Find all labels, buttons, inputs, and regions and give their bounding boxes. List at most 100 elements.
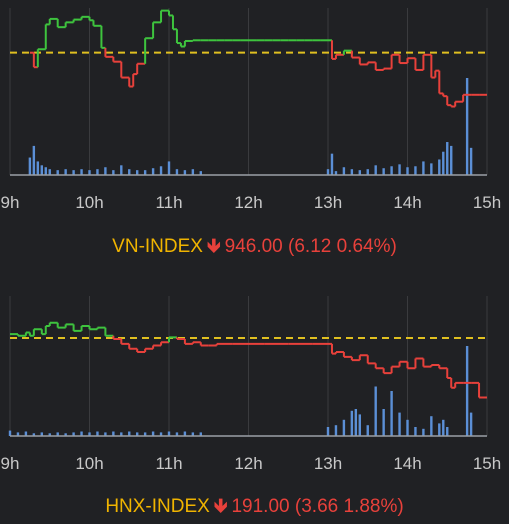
vn-volume-bar (382, 168, 385, 175)
vn-volume-bar (446, 142, 449, 175)
vn-volume-bar (120, 165, 123, 175)
vn-volume-bar (199, 171, 202, 175)
vn-x-axis: 9h 10h 11h 12h 13h 14h 15h (1, 174, 501, 212)
vn-volume-bar (28, 157, 32, 175)
vn-volume-bar (191, 169, 195, 175)
hnx-volume-bar (136, 432, 139, 436)
vn-volume-bar (330, 153, 334, 175)
vn-volume-bar (350, 169, 354, 175)
vn-volume-bar (398, 164, 401, 175)
vn-volume-bar (465, 78, 469, 175)
vn-index-value: 946.00 (224, 236, 283, 257)
vn-x-tick-label: 10h (75, 193, 103, 212)
hnx-volume-bar (199, 432, 202, 436)
vn-volume-bar (32, 145, 36, 175)
vn-price-line (29, 9, 487, 108)
hnx-volume-bar (32, 433, 36, 436)
hnx-volume-bar (430, 416, 433, 436)
hnx-x-tick-label: 13h (314, 454, 342, 473)
hnx-volume-bar (167, 431, 171, 436)
vn-volume-bar (64, 169, 67, 175)
hnx-volume-bar (175, 432, 179, 436)
vn-x-tick-label: 9h (1, 193, 20, 212)
vn-volume-bar (414, 166, 417, 175)
hnx-volume-bar (414, 427, 417, 436)
hnx-volume-bar (16, 432, 20, 436)
hnx-volume-bar (469, 412, 473, 436)
hnx-volume-bar (112, 431, 115, 436)
down-arrow-icon: 🡻 (206, 236, 221, 257)
vn-volume-bar (469, 147, 473, 175)
hnx-x-axis: 9h 10h 11h 12h 13h 14h 15h (1, 435, 501, 473)
hnx-volume-bar (56, 432, 59, 436)
down-arrow-icon: 🡻 (213, 496, 228, 517)
vn-x-tick-label: 12h (234, 193, 262, 212)
hnx-x-tick-label: 11h (155, 454, 182, 473)
hnx-volume-bars (8, 346, 473, 436)
hnx-volume-bar (382, 409, 385, 436)
hnx-volume-bar (406, 419, 409, 436)
vn-volume-bar (175, 169, 179, 175)
vn-volume-bar (358, 170, 361, 175)
vn-volume-bar (96, 169, 99, 175)
hnx-volume-bar (104, 432, 107, 436)
hnx-volume-bar (120, 432, 123, 436)
hnx-volume-bar (465, 346, 469, 436)
hnx-x-tick-label: 12h (234, 454, 262, 473)
vn-volume-bar (104, 167, 107, 175)
vn-volume-bar (406, 167, 409, 175)
hnx-volume-bar (151, 431, 155, 436)
vn-volume-bar (374, 165, 377, 175)
vn-volume-bar (390, 166, 393, 175)
vn-volume-bar (151, 168, 155, 175)
hnx-x-tick-label: 10h (75, 454, 103, 473)
hnx-x-tick-label: 15h (473, 454, 501, 473)
hnx-index-value: 191.00 (231, 496, 290, 517)
vn-x-tick-label: 14h (393, 193, 421, 212)
vn-volume-bar (36, 161, 40, 175)
hnx-volume-bar (24, 431, 28, 436)
hnx-volume-bar (438, 423, 441, 436)
hnx-volume-bar (342, 419, 346, 436)
hnx-index-name: HNX-INDEX (105, 496, 210, 517)
vn-volume-bar (143, 170, 147, 175)
hnx-volume-bar (350, 410, 354, 436)
vn-x-tick-label: 11h (155, 193, 182, 212)
hnx-volume-bar (128, 431, 131, 436)
hnx-grid (9, 296, 488, 436)
hnx-volume-bar (374, 386, 377, 436)
vn-volume-bar (183, 170, 187, 175)
hnx-index-summary: HNX-INDEX 🡻 191.00 (3.66 1.88%) (0, 492, 509, 524)
hnx-volume-bar (159, 432, 163, 436)
hnx-volume-bar (446, 427, 449, 436)
hnx-volume-bar (398, 412, 401, 436)
hnx-volume-bar (442, 419, 445, 436)
hnx-volume-bar (390, 391, 393, 436)
vn-volume-bar (44, 167, 47, 175)
vn-volume-bar (167, 161, 171, 175)
hnx-volume-bar (358, 414, 361, 436)
hnx-volume-bar (96, 431, 99, 436)
vn-volume-bar (450, 145, 453, 175)
vn-volume-bar (342, 167, 346, 175)
hnx-x-tick-label: 9h (1, 454, 20, 473)
vn-volume-bar (366, 169, 369, 175)
hnx-volume-bar (326, 427, 330, 436)
hnx-volume-bar (72, 432, 75, 436)
hnx-index-chart: 9h 10h 11h 12h 13h 14h 15h (1, 296, 501, 473)
vn-volume-bar (128, 169, 131, 175)
hnx-price-line (10, 321, 487, 399)
hnx-volume-bar (64, 433, 67, 436)
vn-volume-bar (112, 170, 115, 175)
hnx-volume-bar (48, 433, 51, 436)
vn-volume-bar (40, 165, 43, 175)
hnx-x-tick-label: 14h (393, 454, 421, 473)
hnx-volume-bar (8, 430, 12, 436)
vn-x-tick-label: 15h (473, 193, 501, 212)
vn-volume-bar (80, 169, 83, 175)
vn-volume-bar (430, 163, 433, 175)
vn-volume-bar (326, 169, 330, 175)
hnx-volume-bar (40, 432, 43, 436)
hnx-volume-bar (191, 432, 195, 436)
hnx-volume-bar (422, 428, 425, 436)
